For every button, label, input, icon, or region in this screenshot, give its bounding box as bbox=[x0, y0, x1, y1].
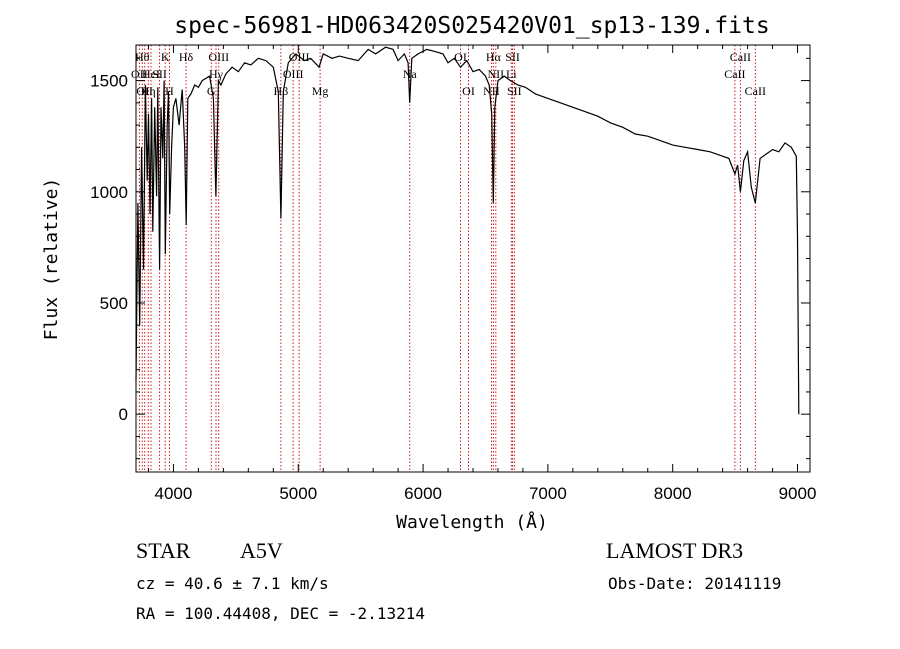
chart-title: spec-56981-HD063420S025420V01_sp13-139.f… bbox=[174, 13, 769, 39]
line-label-caii: CaII bbox=[724, 67, 745, 81]
spectral-line-labels: HθOIIOIIHηHeISIIKHHδGHγOIIIHβOIIIOIIIMgN… bbox=[131, 50, 766, 98]
line-label-g: G bbox=[207, 84, 216, 98]
spectrum-series-line bbox=[135, 46, 800, 415]
line-label-li: Li bbox=[506, 67, 517, 81]
x-tick-label: 9000 bbox=[779, 484, 817, 503]
object-subclass: A5V bbox=[240, 538, 283, 563]
line-label-h: H bbox=[165, 84, 174, 98]
y-axis-label: Flux (relative) bbox=[41, 178, 62, 341]
x-tick-label: 6000 bbox=[404, 484, 442, 503]
line-label-oi: OI bbox=[454, 50, 467, 64]
object-type: STAR bbox=[136, 538, 191, 563]
line-label-oii: OII bbox=[136, 84, 153, 98]
y-tick-label: 0 bbox=[119, 405, 128, 424]
survey-name: LAMOST DR3 bbox=[606, 538, 744, 563]
line-label-hβ: Hβ bbox=[274, 84, 289, 98]
line-label-hδ: Hδ bbox=[179, 50, 194, 64]
line-label-caii: CaII bbox=[745, 84, 766, 98]
line-label-hη: Hη bbox=[141, 84, 156, 98]
line-label-sii: SII bbox=[152, 67, 167, 81]
line-label-hei: HeI bbox=[142, 67, 160, 81]
line-label-k: K bbox=[161, 50, 170, 64]
spectral-line-markers bbox=[138, 45, 756, 472]
observation-date: Obs-Date: 20141119 bbox=[608, 574, 782, 593]
y-axis: 0 500 1000 1500 bbox=[90, 57, 810, 460]
x-axis: 4000 5000 6000 7000 8000 9000 bbox=[147, 45, 817, 503]
line-label-hθ: Hθ bbox=[135, 50, 150, 64]
y-tick-label: 1500 bbox=[90, 72, 128, 91]
x-axis-label: Wavelength (Å) bbox=[396, 511, 548, 533]
y-tick-label: 500 bbox=[100, 294, 128, 313]
line-label-oiii: OIII bbox=[283, 67, 304, 81]
line-label-hα: Hα bbox=[486, 50, 502, 64]
line-label-sii: SII bbox=[505, 50, 520, 64]
x-tick-label: 4000 bbox=[155, 484, 193, 503]
line-label-oii: OII bbox=[131, 67, 148, 81]
line-label-caii: CaII bbox=[730, 50, 751, 64]
line-label-oi: OI bbox=[462, 84, 475, 98]
coordinates-info: RA = 100.44408, DEC = -2.13214 bbox=[136, 604, 425, 623]
line-label-sii: SII bbox=[507, 84, 522, 98]
x-tick-label: 7000 bbox=[529, 484, 567, 503]
line-label-nii: NII bbox=[483, 84, 500, 98]
x-tick-label: 5000 bbox=[279, 484, 317, 503]
x-tick-label: 8000 bbox=[654, 484, 692, 503]
plot-frame bbox=[135, 44, 811, 473]
redshift-info: cz = 40.6 ± 7.1 km/s bbox=[136, 574, 329, 593]
line-label-mg: Mg bbox=[312, 84, 329, 98]
line-label-na: Na bbox=[403, 67, 418, 81]
y-tick-label: 1000 bbox=[90, 183, 128, 202]
line-label-nii: NII bbox=[488, 67, 505, 81]
line-label-oiii: OIII bbox=[208, 50, 229, 64]
line-label-hγ: Hγ bbox=[209, 67, 224, 81]
